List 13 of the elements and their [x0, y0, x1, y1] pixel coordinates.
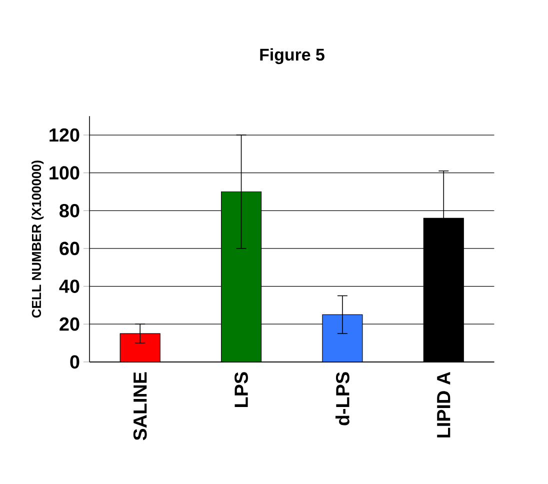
x-tick-label: d-LPS: [336, 372, 350, 426]
y-tick-label: 20: [60, 317, 80, 331]
x-tick-label: LPS: [234, 372, 248, 407]
y-tick-label: 40: [59, 280, 80, 293]
y-tick-label: 0: [70, 355, 80, 369]
y-tick-label: 120: [50, 128, 80, 142]
y-axis-title: CELL NUMBER (X100000): [32, 160, 44, 318]
chart-title: Figure 5: [260, 48, 324, 64]
x-tick-label: SALINE: [133, 372, 147, 440]
x-tick-label: LIPID A: [437, 372, 450, 438]
y-tick-label: 60: [60, 242, 80, 256]
y-tick-label: 100: [50, 166, 80, 180]
y-tick-label: 80: [60, 204, 80, 218]
